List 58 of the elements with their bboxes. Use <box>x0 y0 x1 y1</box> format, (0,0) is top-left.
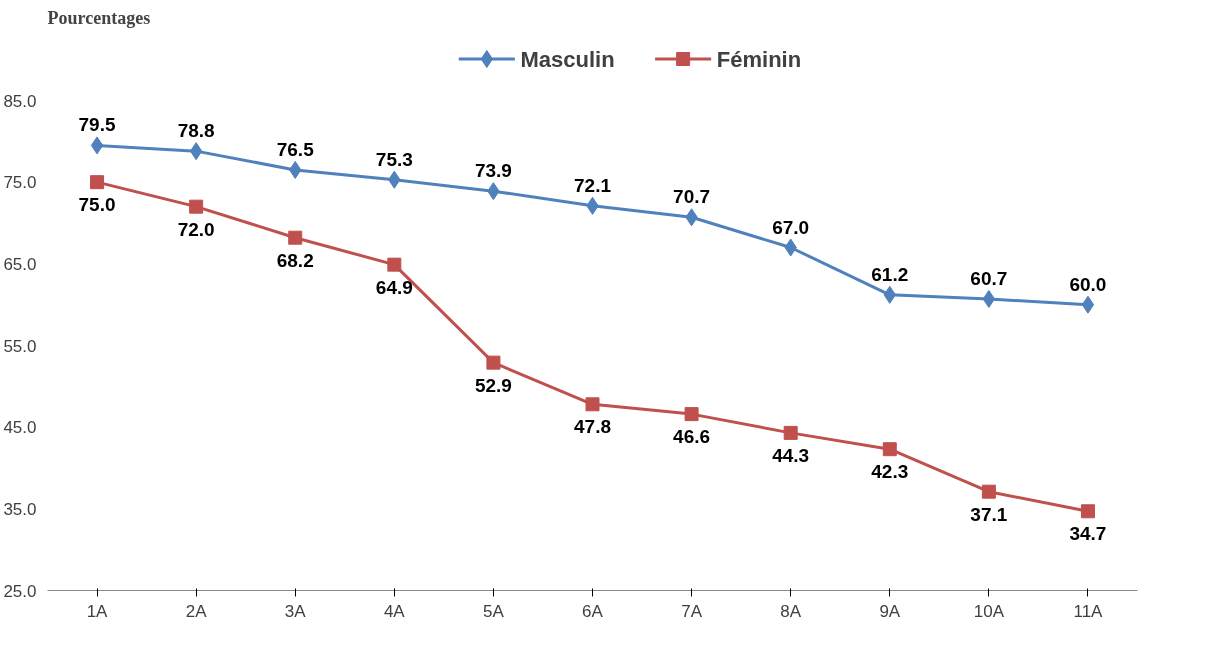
data-label: 75.0 <box>78 194 116 216</box>
x-tick-label: 3A <box>284 601 307 621</box>
x-tick-label: 6A <box>582 601 604 621</box>
data-label: 42.3 <box>871 461 909 483</box>
data-label: 75.3 <box>375 148 413 170</box>
x-tick-label: 9A <box>879 601 901 621</box>
data-label: 73.9 <box>474 160 512 182</box>
legend-label: Féminin <box>716 46 802 72</box>
point <box>486 355 501 370</box>
data-label: 47.8 <box>574 416 611 438</box>
point <box>585 397 600 412</box>
point <box>684 407 699 422</box>
data-label: 72.1 <box>574 174 612 196</box>
y-tick-label: 65.0 <box>3 254 37 274</box>
x-tick-label: 10A <box>973 601 1005 621</box>
point <box>982 289 996 308</box>
y-tick-label: 55.0 <box>3 336 37 356</box>
point <box>288 230 303 245</box>
point <box>783 425 798 440</box>
x-tick-label: 2A <box>185 601 208 621</box>
data-label: 64.9 <box>375 276 413 298</box>
data-label: 61.2 <box>871 263 909 285</box>
data-label: 70.7 <box>673 186 711 208</box>
point <box>1081 295 1095 314</box>
y-tick-label: 45.0 <box>3 418 37 438</box>
x-tick-label: 5A <box>483 601 505 621</box>
data-label: 78.8 <box>177 120 215 142</box>
data-label: 76.5 <box>276 138 315 160</box>
chart-title: Pourcentages <box>47 7 151 28</box>
y-tick-label: 25.0 <box>3 581 37 601</box>
x-tick-label: 7A <box>681 601 703 621</box>
data-label: 44.3 <box>772 444 810 466</box>
point <box>90 136 104 155</box>
data-label: 60.7 <box>970 267 1008 289</box>
data-label: 46.6 <box>673 426 711 448</box>
data-label: 67.0 <box>772 216 810 238</box>
point <box>189 199 204 214</box>
point <box>387 257 402 272</box>
data-label: 37.1 <box>970 503 1008 525</box>
legend-label: Masculin <box>520 46 615 72</box>
x-tick-label: 4A <box>383 601 406 621</box>
data-label: 68.2 <box>276 249 314 271</box>
data-label: 52.9 <box>474 374 512 396</box>
point <box>1080 504 1095 519</box>
point <box>882 442 897 457</box>
point <box>90 175 105 190</box>
x-tick-label: 8A <box>780 601 802 621</box>
y-tick-label: 35.0 <box>3 499 37 519</box>
data-label: 60.0 <box>1069 273 1107 295</box>
y-tick-label: 75.0 <box>3 173 37 193</box>
data-label: 34.7 <box>1069 523 1107 545</box>
point <box>981 484 996 499</box>
y-tick-label: 85.0 <box>3 91 37 111</box>
data-label: 72.0 <box>177 218 215 240</box>
x-tick-label: 11A <box>1073 601 1104 621</box>
point <box>189 142 203 161</box>
x-tick-label: 1A <box>86 601 109 621</box>
data-label: 79.5 <box>78 114 116 136</box>
